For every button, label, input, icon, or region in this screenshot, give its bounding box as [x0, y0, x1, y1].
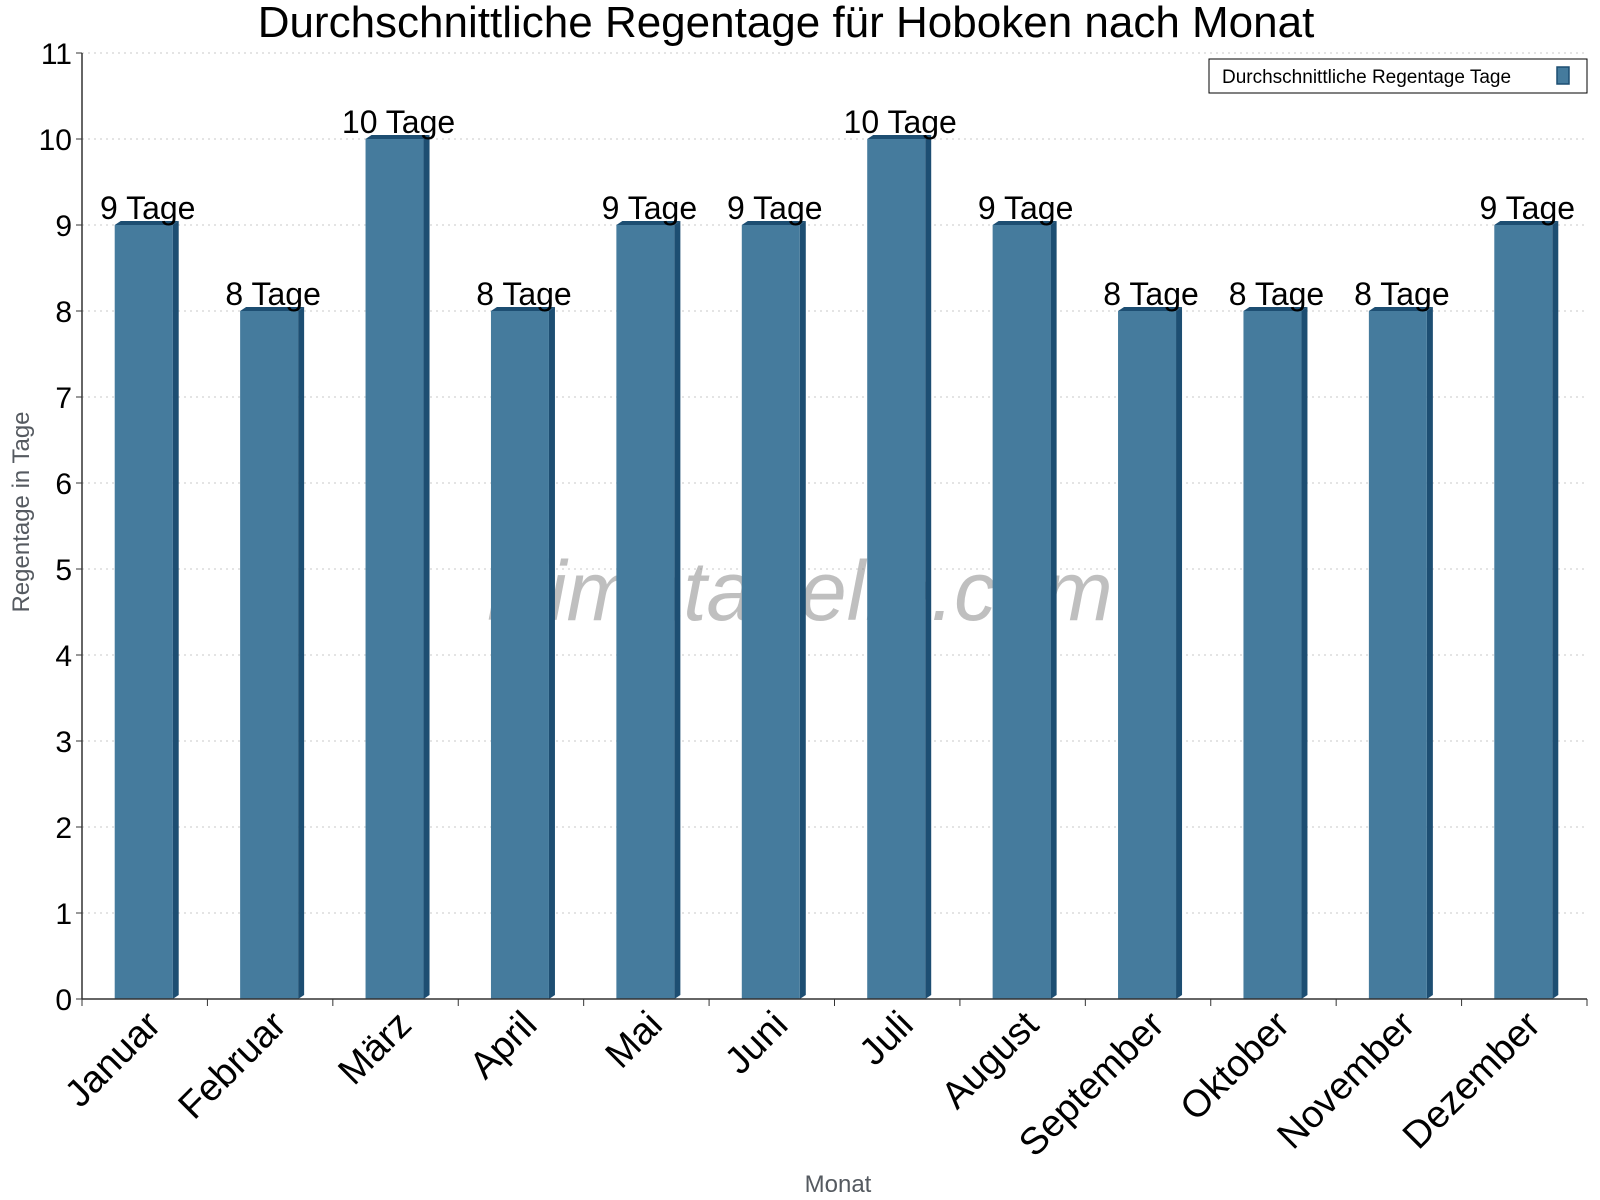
bar-top: [114, 221, 179, 225]
bar: [365, 135, 430, 999]
axes: [76, 52, 1588, 1006]
bar: [616, 221, 681, 999]
data-label: 10 Tage: [342, 104, 455, 140]
y-tick-label: 9: [55, 210, 72, 243]
bar-side: [423, 135, 430, 999]
bar-front: [1368, 311, 1427, 999]
data-label: 8 Tage: [1354, 276, 1450, 312]
y-tick-label: 0: [55, 984, 72, 1017]
x-tick-label: April: [462, 1004, 545, 1087]
bar-side: [1050, 221, 1057, 999]
y-tick-labels: 0 1 2 3 4 5 6 7 8 9 10 11: [39, 38, 72, 1017]
bar-side: [172, 221, 179, 999]
bar-side: [925, 135, 932, 999]
data-label: 9 Tage: [100, 190, 196, 226]
x-tick-label: Juni: [717, 1004, 796, 1083]
y-tick-label: 2: [55, 812, 72, 845]
grid-lines: [82, 52, 1587, 914]
x-tick-label: Mai: [598, 1004, 671, 1077]
y-tick-label: 6: [55, 468, 72, 501]
x-tick-label: Juli: [852, 1004, 922, 1074]
x-axis-label: Monat: [805, 1171, 872, 1198]
bar: [1494, 221, 1559, 999]
bar-top: [1118, 307, 1183, 311]
bar: [114, 221, 179, 999]
bar: [1243, 307, 1308, 999]
data-labels: 9 Tage 8 Tage 10 Tage 8 Tage 9 Tage 9 Tage 10 …: [100, 104, 1575, 312]
bar-front: [992, 225, 1051, 999]
x-tick-label: März: [330, 1004, 419, 1093]
bar-front: [490, 311, 549, 999]
data-label: 9 Tage: [602, 190, 698, 226]
bar-front: [1243, 311, 1302, 999]
bars: [114, 135, 1559, 999]
bar-side: [674, 221, 681, 999]
bar-front: [741, 225, 800, 999]
bar-front: [867, 139, 926, 999]
bar-side: [1426, 307, 1433, 999]
bar-top: [741, 221, 806, 225]
legend-label: Durchschnittliche Regentage Tage: [1222, 67, 1511, 88]
y-tick-label: 8: [55, 296, 72, 329]
data-label: 8 Tage: [476, 276, 572, 312]
data-label: 8 Tage: [1229, 276, 1325, 312]
data-label: 9 Tage: [727, 190, 823, 226]
y-tick-label: 5: [55, 554, 72, 587]
y-tick-label: 1: [55, 898, 72, 931]
bar-front: [365, 139, 424, 999]
bar: [867, 135, 932, 999]
legend-swatch: [1556, 66, 1570, 85]
bar-front: [114, 225, 173, 999]
bar: [490, 307, 555, 999]
bar-top: [1368, 307, 1433, 311]
x-tick-label: Oktober: [1173, 1003, 1299, 1129]
y-tick-label: 7: [55, 382, 72, 415]
bar-top: [1494, 221, 1559, 225]
chart-title: Durchschnittliche Regentage für Hoboken …: [258, 0, 1315, 47]
x-tick-label: Februar: [171, 1003, 295, 1127]
bar-top: [365, 135, 430, 139]
legend-box: [1208, 58, 1588, 94]
bar-top: [1243, 307, 1308, 311]
bar-side: [1552, 221, 1559, 999]
y-tick-label: 11: [41, 38, 72, 71]
bar: [741, 221, 806, 999]
bar-top: [992, 221, 1057, 225]
x-tick-label: Januar: [57, 1003, 169, 1115]
bar: [240, 307, 305, 999]
bar-front: [1494, 225, 1553, 999]
data-label: 8 Tage: [225, 276, 321, 312]
bar: [992, 221, 1057, 999]
data-label: 9 Tage: [978, 190, 1074, 226]
legend: Durchschnittliche Regentage Tage: [1208, 58, 1588, 94]
bar-side: [799, 221, 806, 999]
bar-side: [548, 307, 555, 999]
bar-front: [1118, 311, 1177, 999]
bar-front: [616, 225, 675, 999]
bar-front: [240, 311, 299, 999]
x-tick-label: Dezember: [1395, 1003, 1549, 1157]
bar-side: [1176, 307, 1183, 999]
bar-top: [616, 221, 681, 225]
bar: [1118, 307, 1183, 999]
bar-side: [298, 307, 305, 999]
bar-top: [867, 135, 932, 139]
bar-side: [1301, 307, 1308, 999]
y-tick-label: 4: [55, 640, 72, 673]
data-label: 8 Tage: [1103, 276, 1199, 312]
bar-top: [490, 307, 555, 311]
y-tick-label: 3: [55, 726, 72, 759]
data-label: 10 Tage: [844, 104, 957, 140]
data-label: 9 Tage: [1480, 190, 1576, 226]
bar: [1368, 307, 1433, 999]
x-tick-label: August: [934, 1003, 1048, 1117]
y-tick-label: 10: [39, 124, 72, 157]
x-tick-labels: Januar Februar März April Mai Juni Juli AugustS…: [57, 1003, 1549, 1164]
bar-top: [240, 307, 305, 311]
y-axis-label: Regentage in Tage: [8, 411, 35, 612]
